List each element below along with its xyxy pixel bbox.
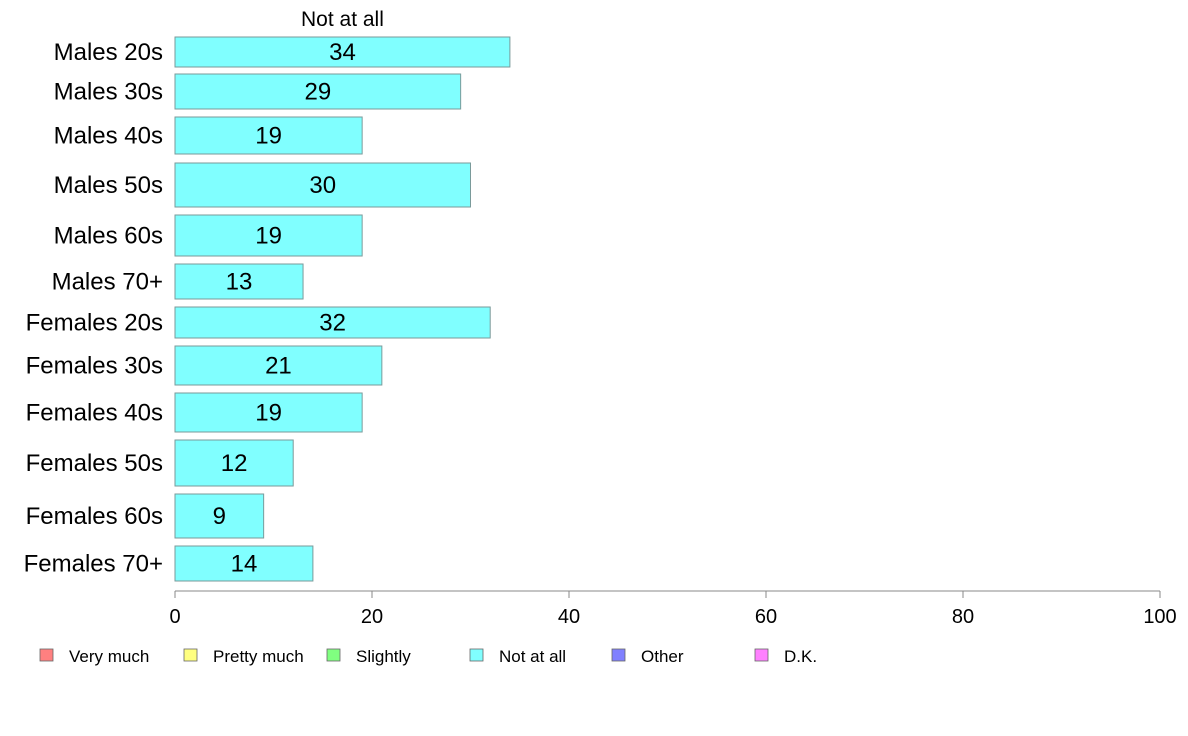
value-label: 14 <box>231 551 258 578</box>
tick-label: 80 <box>952 606 974 628</box>
category-label: Males 30s <box>54 79 163 106</box>
legend-label: Very much <box>69 647 149 666</box>
legend-swatch <box>326 648 341 662</box>
legend-label: Not at all <box>499 647 566 666</box>
category-label: Males 40s <box>54 123 163 150</box>
bar <box>174 116 363 155</box>
category-label: Females 20s <box>26 310 163 337</box>
category-label: Males 20s <box>54 39 163 66</box>
value-label: 21 <box>265 353 292 380</box>
legend-swatch <box>754 648 769 662</box>
legend: Very much Pretty much Slightly Not at all Ot… <box>39 647 817 666</box>
value-label: 19 <box>255 223 282 250</box>
value-label: 9 <box>213 503 226 530</box>
tick-label: 40 <box>558 606 580 628</box>
bar <box>174 345 383 386</box>
value-label: 32 <box>319 310 346 337</box>
category-label: Males 50s <box>54 172 163 199</box>
bar <box>174 439 294 487</box>
category-label: Females 50s <box>26 450 163 477</box>
bar <box>174 306 491 339</box>
category-label: Males 70+ <box>52 269 163 296</box>
bar <box>174 73 462 110</box>
category-label: Males 60s <box>54 223 163 250</box>
category-label: Females 60s <box>26 503 163 530</box>
legend-label: Other <box>641 647 684 666</box>
value-label: 19 <box>255 123 282 150</box>
category-label: Females 30s <box>26 353 163 380</box>
value-label: 34 <box>329 39 356 66</box>
legend-swatch <box>469 648 484 662</box>
bar <box>174 392 363 433</box>
bar <box>174 545 314 582</box>
category-label: Females 40s <box>26 400 163 427</box>
tick-label: 20 <box>361 606 383 628</box>
bar <box>174 493 265 539</box>
tick-label: 60 <box>755 606 777 628</box>
bar <box>174 263 304 300</box>
legend-label: Pretty much <box>213 647 304 666</box>
legend-label: D.K. <box>784 647 817 666</box>
tick-label: 0 <box>169 606 180 628</box>
tick-label: 100 <box>1143 606 1176 628</box>
bar <box>174 36 511 68</box>
bar <box>174 214 363 257</box>
legend-label: Slightly <box>356 647 411 666</box>
value-label: 13 <box>226 269 253 296</box>
legend-swatch <box>611 648 626 662</box>
value-label: 12 <box>221 450 248 477</box>
x-axis: 0 20 40 60 80 100 <box>169 590 1177 628</box>
bar <box>174 162 471 208</box>
value-label: 30 <box>309 172 336 199</box>
bars <box>174 36 511 582</box>
legend-swatch <box>39 648 54 662</box>
legend-swatch <box>183 648 198 662</box>
category-label: Females 70+ <box>24 551 163 578</box>
column-label: Not at all <box>301 8 384 31</box>
value-label: 29 <box>304 79 331 106</box>
value-label: 19 <box>255 400 282 427</box>
category-labels: Males 20s Males 30s Males 40s Males 50s Male… <box>24 39 163 578</box>
